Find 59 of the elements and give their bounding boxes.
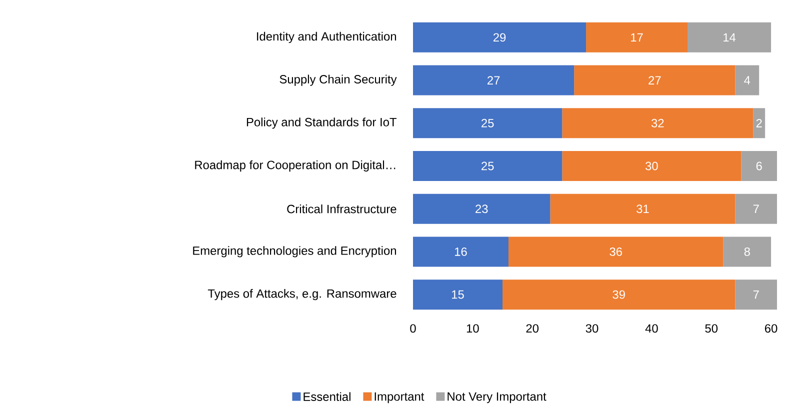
y-tick-label: Emerging technologies and Encryption <box>193 246 396 258</box>
y-tick-label: Critical Infrastructure <box>287 204 396 214</box>
bar <box>735 65 760 96</box>
y-tick-label: Types of Attacks, e.g. Ransomware <box>208 289 396 300</box>
data-label: 25 <box>482 118 494 128</box>
data-label: 7 <box>753 204 759 213</box>
bar <box>741 151 778 182</box>
data-label: 15 <box>452 290 464 299</box>
y-tick-label: Policy and Standards for IoT <box>246 118 397 129</box>
data-label: 7 <box>753 290 759 299</box>
bar <box>687 22 772 52</box>
y-tick-label: Supply Chain Security <box>280 74 397 86</box>
bar <box>413 194 550 224</box>
data-label: 30 <box>646 162 658 170</box>
x-tick-label: 20 <box>526 324 539 333</box>
data-label: 25 <box>482 162 494 170</box>
data-label: 27 <box>648 76 661 84</box>
bar <box>508 236 724 267</box>
bar <box>723 236 772 267</box>
bar <box>735 280 778 310</box>
bar <box>413 280 503 310</box>
x-tick-label: 50 <box>705 324 718 333</box>
legend-label: Essential <box>304 392 350 401</box>
data-label: 16 <box>455 247 467 256</box>
x-tick-label: 30 <box>586 324 598 333</box>
data-label: 23 <box>476 204 488 214</box>
bar <box>413 108 562 138</box>
data-label: 14 <box>724 33 736 42</box>
bar <box>413 65 574 96</box>
data-label: 29 <box>493 33 506 42</box>
x-tick-label: 40 <box>645 324 658 333</box>
bar <box>586 22 688 52</box>
bar <box>413 22 586 52</box>
data-label: 31 <box>636 204 649 214</box>
x-tick-label: 10 <box>466 324 479 333</box>
bar <box>574 65 736 96</box>
bar <box>550 194 736 224</box>
y-tick-label: Identity and Authentication <box>257 32 396 44</box>
data-label: 39 <box>612 290 625 299</box>
bar <box>562 108 754 138</box>
data-label: 36 <box>610 247 622 256</box>
bar <box>562 151 742 182</box>
bar <box>413 151 562 182</box>
x-tick-label: 0 <box>410 324 416 333</box>
data-label: 8 <box>744 247 750 256</box>
data-label: 17 <box>631 33 643 42</box>
data-label: 2 <box>756 118 762 128</box>
x-tick-label: 60 <box>764 324 778 333</box>
legend-label: Important <box>374 392 424 404</box>
bar <box>413 236 508 267</box>
data-label: 27 <box>488 76 500 84</box>
data-label: 4 <box>744 76 750 84</box>
bar <box>753 108 766 138</box>
y-tick-label: Roadmap for Cooperation on Digital… <box>195 160 396 172</box>
data-label: 32 <box>651 118 664 128</box>
data-label: 6 <box>756 162 762 170</box>
legend-label: Not Very Important <box>448 392 546 404</box>
bar <box>502 280 736 310</box>
bar <box>735 194 778 224</box>
